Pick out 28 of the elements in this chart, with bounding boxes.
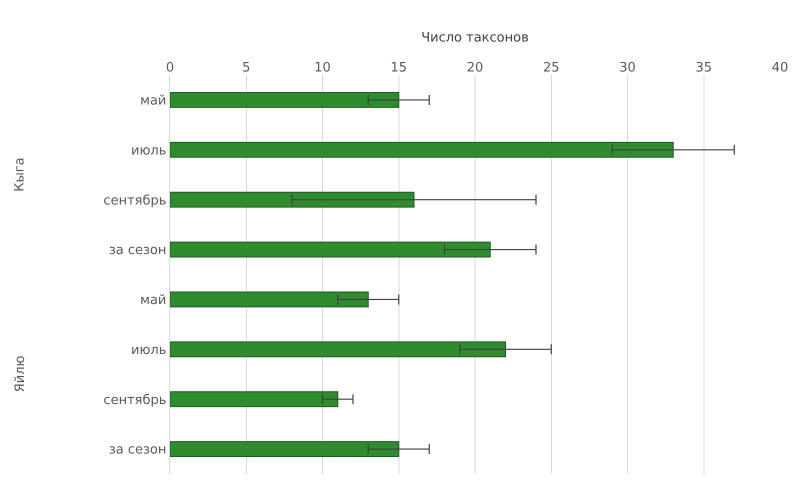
- y-tick-label: май: [140, 93, 166, 108]
- y-tick-label: сентябрь: [103, 193, 166, 208]
- bar: [170, 391, 338, 408]
- x-tick-label: 20: [466, 60, 484, 76]
- bar: [170, 242, 491, 258]
- y-tick-label: май: [140, 292, 166, 308]
- x-tick-label: 10: [314, 60, 331, 76]
- bar: [170, 341, 506, 358]
- text: Кыга: [12, 157, 28, 192]
- bar: [170, 142, 674, 158]
- y-tick-label: за сезон: [108, 442, 166, 458]
- x-tick-label: 15: [390, 60, 408, 76]
- x-tick-label: 35: [695, 60, 712, 76]
- y-tick-label: июль: [131, 342, 166, 358]
- x-tick-label: 5: [242, 60, 250, 76]
- y-tick-label: за сезон: [108, 243, 166, 258]
- y-tick-label: июль: [131, 143, 166, 158]
- bar: [170, 92, 400, 108]
- x-axis-title: Число таксонов: [421, 30, 529, 46]
- x-tick-label: 25: [542, 60, 560, 76]
- bar: [170, 291, 369, 308]
- x-tick-label: 40: [772, 60, 788, 76]
- bar: [170, 192, 414, 208]
- text: Яйлю: [12, 355, 28, 392]
- x-tick-label: 30: [619, 60, 636, 76]
- y-tick-label: сентябрь: [103, 392, 166, 408]
- bar: [170, 441, 400, 458]
- x-tick-label: 0: [166, 60, 174, 76]
